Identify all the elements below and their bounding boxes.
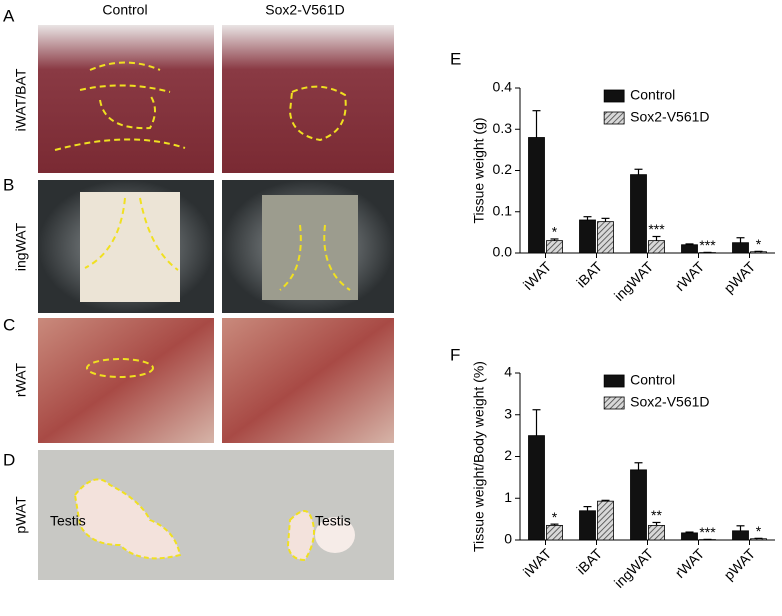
photo [38, 25, 214, 173]
panel-letter: B [3, 175, 14, 194]
x-tick-label: ingWAT [611, 258, 657, 304]
annotation: Testis [50, 513, 86, 529]
photo [222, 318, 394, 443]
x-tick-label: pWAT [721, 258, 759, 296]
legend-swatch [604, 397, 624, 409]
bar [598, 222, 614, 253]
photo-panels: Control Sox2-V561D A B C D iWAT/BAT ingW… [3, 2, 394, 580]
x-tick-label: iBAT [573, 545, 605, 577]
x-tick-label: pWAT [721, 545, 759, 583]
significance: * [552, 224, 558, 240]
significance: * [756, 236, 762, 252]
bar [682, 533, 698, 540]
y-axis-label: Tissue weight/Body weight (%) [471, 361, 487, 552]
bar [547, 241, 563, 253]
tissue [80, 192, 180, 302]
y-tick-label: 2 [504, 447, 512, 463]
annotation: Testis [315, 513, 351, 529]
y-tick-label: 0.2 [493, 161, 513, 177]
bar [631, 175, 647, 253]
y-tick-label: 0.3 [493, 120, 513, 136]
y-tick-label: 3 [504, 405, 512, 421]
panel-letter: C [3, 315, 15, 334]
legend-label: Sox2-V561D [630, 109, 709, 125]
x-tick-label: iWAT [520, 258, 555, 293]
bar [580, 220, 596, 253]
x-tick-label: rWAT [672, 258, 708, 294]
legend-swatch [604, 90, 624, 102]
panel-letter: E [450, 49, 461, 68]
bar [529, 138, 545, 254]
x-tick-label: rWAT [672, 545, 708, 581]
y-tick-label: 0.0 [493, 244, 513, 260]
y-tick-label: 0.1 [493, 202, 513, 218]
bar [682, 245, 698, 253]
y-tick-label: 0.4 [493, 79, 513, 95]
column-header: Sox2-V561D [265, 2, 344, 18]
row-label: iWAT/BAT [13, 68, 29, 131]
row-label: ingWAT [13, 222, 29, 271]
x-tick-label: iWAT [520, 545, 555, 580]
legend-swatch [604, 375, 624, 387]
legend-label: Control [630, 87, 675, 103]
significance: * [756, 523, 762, 539]
x-tick-label: iBAT [573, 258, 605, 290]
bar [598, 501, 614, 540]
panel-letter: D [3, 450, 15, 469]
bar [529, 436, 545, 540]
bar [547, 525, 563, 540]
bar [649, 241, 665, 253]
column-header: Control [102, 2, 147, 18]
bar [580, 511, 596, 540]
bar [649, 525, 665, 540]
row-label: pWAT [13, 496, 29, 534]
y-tick-label: 0 [504, 531, 512, 547]
significance: ** [651, 507, 662, 523]
legend-label: Control [630, 372, 675, 388]
photo [222, 25, 394, 173]
legend-label: Sox2-V561D [630, 394, 709, 410]
panel-letter: A [3, 6, 15, 25]
y-tick-label: 4 [504, 364, 512, 380]
photo [38, 318, 214, 443]
legend-swatch [604, 112, 624, 124]
x-tick-label: ingWAT [611, 545, 657, 591]
bar [631, 470, 647, 540]
bar [733, 243, 749, 253]
y-axis-label: Tissue weight (g) [471, 117, 487, 223]
panel-letter: F [450, 345, 460, 364]
significance: *** [699, 237, 716, 253]
row-label: rWAT [13, 362, 29, 397]
significance: * [552, 509, 558, 525]
bar [733, 531, 749, 540]
significance: *** [648, 221, 665, 237]
y-tick-label: 1 [504, 489, 512, 505]
significance: *** [699, 524, 716, 540]
